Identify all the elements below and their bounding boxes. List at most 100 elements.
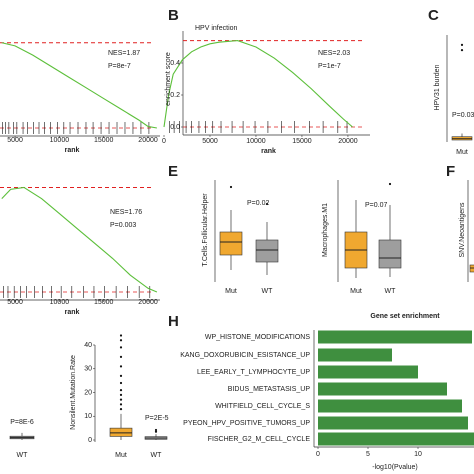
x-tick-label: 15000: [292, 138, 312, 145]
y-axis-label: Macrophages.M1: [322, 203, 329, 257]
annotation: P=0.003: [110, 222, 136, 229]
x-tick-label: Mut: [456, 149, 468, 156]
bar: [318, 330, 472, 344]
annotation: NES=1.76: [110, 209, 142, 216]
outlier: [229, 185, 233, 189]
y-tick-label: 0.0: [170, 124, 180, 131]
x-axis-label: rank: [65, 147, 80, 154]
y-axis-label: SNV.Neoantigens: [459, 202, 466, 258]
es-curve: [163, 40, 353, 128]
chart-title: Gene set enrichment: [370, 313, 440, 320]
x-tick-label: 10: [414, 451, 422, 458]
y-tick-label: FISCHER_G2_M_CELL_CYCLE: [208, 436, 311, 443]
outlier: [460, 43, 464, 46]
y-tick-label: WHITFIELD_CELL_CYCLE_S: [215, 403, 310, 410]
y-axis-label: HPV31 burden: [434, 64, 441, 110]
x-tick-label: 10000: [50, 137, 70, 144]
annotation: P=1e-7: [318, 63, 341, 70]
box: [109, 427, 133, 437]
panel-label: H: [168, 313, 179, 330]
x-tick-label: 15000: [94, 137, 114, 144]
bar: [318, 382, 447, 396]
x-tick-label: 0: [316, 451, 320, 458]
x-tick-label: 5000: [7, 137, 23, 144]
outlier: [119, 403, 123, 406]
x-tick-label: 20000: [138, 137, 158, 144]
outlier: [119, 365, 123, 368]
annotation: P=8E-6: [10, 419, 34, 426]
y-tick-label: PYEON_HPV_POSITIVE_TUMORS_UP: [183, 420, 310, 427]
y-tick-label: 40: [84, 342, 92, 349]
y-axis-label: Nonsilent.Mutation.Rate: [70, 355, 77, 430]
outlier: [119, 408, 123, 411]
outlier: [119, 381, 123, 385]
es-curve: [1, 42, 157, 129]
outlier: [119, 398, 123, 401]
y-tick-label: 0: [88, 437, 92, 444]
panel-label: B: [168, 7, 179, 24]
bar: [318, 399, 462, 413]
y-tick-label: KANG_DOXORUBICIN_ESISTANCE_UP: [180, 352, 310, 359]
x-tick-label: 0: [162, 138, 166, 145]
x-axis-label: rank: [65, 309, 80, 316]
annotation: P=2E-5: [145, 415, 169, 422]
x-tick-label: WT: [262, 288, 274, 295]
y-tick-label: WP_HISTONE_MODIFICATIONS: [205, 334, 310, 341]
outlier: [119, 389, 123, 392]
x-tick-label: 20000: [138, 299, 158, 306]
x-tick-label: 5000: [7, 299, 23, 306]
outlier: [154, 428, 158, 432]
annotation: P=8e-7: [108, 63, 131, 70]
annotation: P=0.07: [365, 202, 387, 209]
annotation: NES=1.87: [108, 50, 140, 57]
annotation: NES=2.03: [318, 50, 350, 57]
panel-label: E: [168, 163, 178, 180]
outlier: [119, 355, 123, 358]
outlier: [119, 374, 123, 377]
outlier: [119, 339, 123, 342]
outlier: [265, 202, 269, 206]
x-tick-label: 20000: [338, 138, 358, 145]
outlier: [460, 48, 464, 52]
y-tick-label: 20: [84, 389, 92, 396]
outlier: [388, 182, 392, 186]
box: [255, 239, 279, 263]
chart-title: HPV infection: [195, 25, 238, 32]
y-axis-label: T.Cells.Follicular.Helper: [202, 193, 209, 267]
x-tick-label: 10000: [246, 138, 266, 145]
y-tick-label: LEE_EARLY_T_LYMPHOCYTE_UP: [197, 369, 310, 376]
x-axis-label: -log10(Pvalue): [372, 464, 418, 471]
x-tick-label: 10000: [50, 299, 70, 306]
bar: [318, 416, 468, 430]
x-tick-label: Mut: [225, 288, 237, 295]
outlier: [119, 334, 123, 337]
box: [219, 231, 243, 256]
outlier: [119, 346, 123, 349]
x-axis-label: rank: [261, 148, 276, 155]
outlier: [154, 430, 158, 433]
panel-label: F: [446, 163, 455, 180]
x-tick-label: Mut: [115, 452, 127, 459]
annotation: P=0.03: [452, 112, 474, 119]
y-tick-label: 30: [84, 366, 92, 373]
box: [469, 264, 474, 273]
outlier: [119, 393, 123, 396]
y-axis-label: enrichment score: [165, 52, 172, 106]
bar: [318, 432, 474, 446]
bar: [318, 365, 418, 379]
x-tick-label: Mut: [350, 288, 362, 295]
es-curve: [1, 186, 158, 293]
y-tick-label: BIDUS_METASTASIS_UP: [228, 386, 311, 393]
x-tick-label: WT: [17, 452, 29, 459]
box: [378, 239, 402, 269]
annotation: P=0.02: [247, 200, 269, 207]
x-tick-label: 5: [366, 451, 370, 458]
x-tick-label: 5000: [202, 138, 218, 145]
panel-label: C: [428, 7, 439, 24]
y-tick-label: 10: [84, 413, 92, 420]
x-tick-label: WT: [385, 288, 397, 295]
x-tick-label: WT: [151, 452, 163, 459]
y-tick-label: 0.4: [170, 60, 180, 67]
